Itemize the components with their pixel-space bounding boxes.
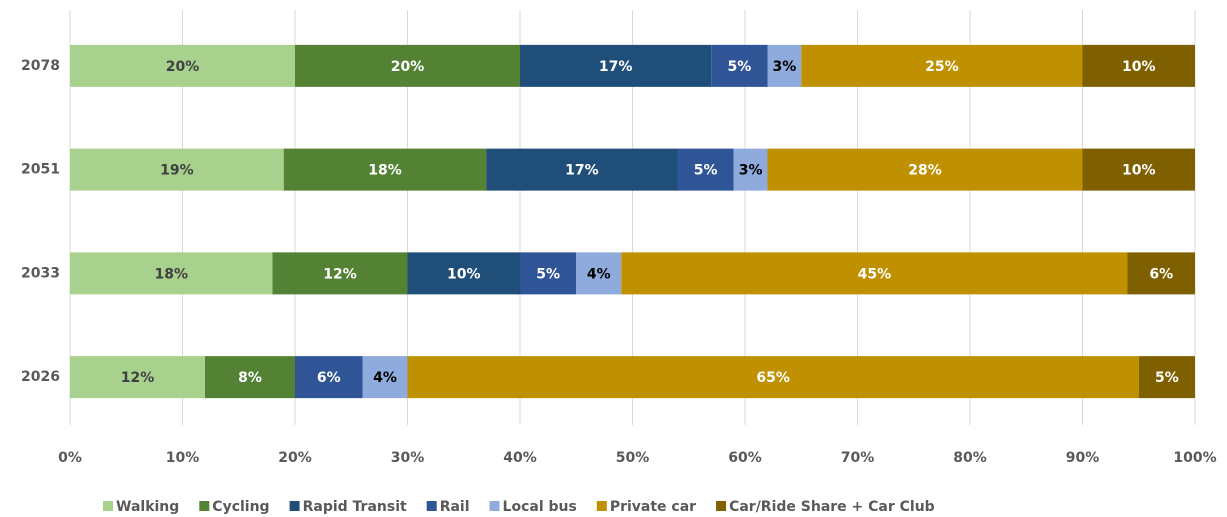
- bar-segment: [1138, 356, 1195, 399]
- data-label: 10%: [447, 266, 481, 282]
- bar-segment: [283, 148, 487, 191]
- bar-segment: [70, 356, 205, 399]
- bar-segment: [711, 44, 768, 87]
- bar-segment: [362, 356, 408, 399]
- bar-segment: [486, 148, 678, 191]
- bar-segment: [70, 44, 295, 87]
- legend-swatch: [103, 501, 113, 511]
- y-tick-label: 2026: [21, 369, 60, 385]
- bar-segment: [1127, 252, 1195, 295]
- data-label: 18%: [368, 163, 402, 179]
- legend-swatch: [716, 501, 727, 511]
- bar-segment: [520, 252, 577, 295]
- bar-segment: [272, 252, 408, 295]
- data-label: 6%: [1149, 266, 1173, 282]
- data-label: 3%: [772, 59, 796, 75]
- legend-label: Rapid Transit: [303, 499, 407, 515]
- bar-segment: [767, 148, 1083, 191]
- bar-segment: [621, 252, 1128, 295]
- y-tick-label: 2033: [21, 265, 60, 281]
- data-label: 28%: [908, 163, 942, 179]
- data-label: 5%: [694, 163, 718, 179]
- x-tick-label: 30%: [391, 450, 425, 466]
- data-label: 10%: [1122, 59, 1156, 75]
- data-label: 20%: [391, 59, 425, 75]
- legend-label: Private car: [610, 499, 696, 515]
- legend-swatch: [489, 501, 500, 511]
- legend-label: Local bus: [503, 499, 577, 515]
- data-label: 12%: [121, 370, 155, 386]
- x-tick-label: 60%: [728, 450, 762, 466]
- x-tick-label: 0%: [58, 450, 82, 466]
- data-label: 18%: [154, 266, 188, 282]
- data-label: 17%: [599, 59, 633, 75]
- y-tick-label: 2051: [21, 162, 60, 178]
- bar-segment: [767, 44, 802, 87]
- y-tick-label: 2078: [21, 58, 60, 74]
- x-tick-label: 40%: [503, 450, 537, 466]
- legend-swatch: [199, 501, 210, 511]
- legend-label: Car/Ride Share + Car Club: [729, 499, 935, 515]
- bar-segment: [733, 148, 768, 191]
- legend-swatch: [596, 501, 607, 511]
- data-label: 12%: [323, 266, 357, 282]
- bar-segment: [70, 148, 284, 191]
- x-tick-label: 90%: [1066, 450, 1100, 466]
- data-label: 6%: [317, 370, 341, 386]
- bar-segment: [677, 148, 734, 191]
- legend-swatch: [289, 501, 300, 511]
- data-label: 4%: [587, 266, 611, 282]
- data-label: 5%: [536, 266, 560, 282]
- bar-segment: [295, 44, 520, 87]
- bar-segment: [520, 44, 712, 87]
- legend-label: Cycling: [212, 499, 269, 515]
- data-label: 5%: [1155, 370, 1179, 386]
- bar-segment: [295, 356, 363, 399]
- data-label: 8%: [238, 370, 262, 386]
- data-label: 3%: [739, 163, 763, 179]
- bar-segment: [801, 44, 1083, 87]
- data-label: 19%: [160, 163, 194, 179]
- data-label: 17%: [565, 163, 599, 179]
- bar-segment: [1082, 148, 1195, 191]
- x-tick-label: 70%: [841, 450, 875, 466]
- data-label: 4%: [373, 370, 397, 386]
- data-label: 25%: [925, 59, 959, 75]
- legend-label: Walking: [116, 499, 179, 515]
- data-label: 65%: [756, 370, 790, 386]
- data-label: 10%: [1122, 163, 1156, 179]
- bar-segment: [205, 356, 295, 399]
- x-tick-label: 50%: [616, 450, 650, 466]
- x-tick-label: 10%: [166, 450, 200, 466]
- data-label: 45%: [858, 266, 892, 282]
- bar-segment: [70, 252, 273, 295]
- bar-segment: [407, 252, 520, 295]
- bar-segment: [407, 356, 1139, 399]
- data-label: 20%: [166, 59, 200, 75]
- bar-segment: [1082, 44, 1195, 87]
- x-tick-label: 20%: [278, 450, 312, 466]
- legend-label: Rail: [440, 499, 470, 515]
- bar-segment: [576, 252, 622, 295]
- x-tick-label: 80%: [953, 450, 987, 466]
- legend-swatch: [426, 501, 437, 511]
- x-tick-label: 100%: [1173, 450, 1216, 466]
- data-label: 5%: [727, 59, 751, 75]
